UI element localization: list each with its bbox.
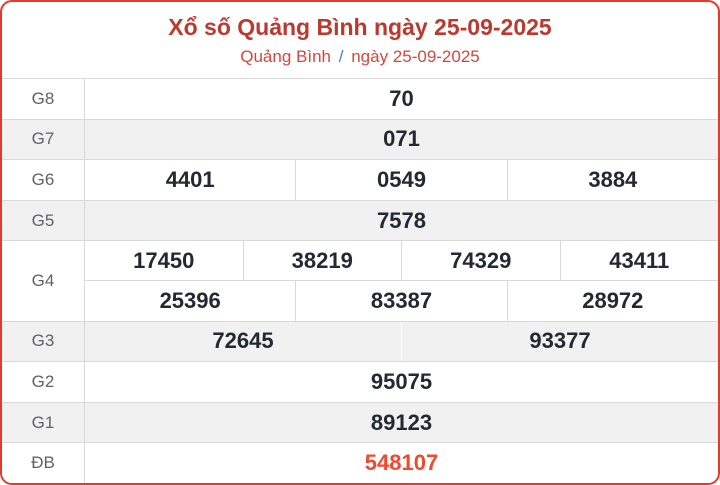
prize-row-g2: G2 95075 (2, 361, 718, 402)
prize-sub-row: 70 (85, 79, 718, 119)
prize-numbers-area: 7578 (85, 201, 718, 241)
prize-sub-row: 25396 83387 28972 (85, 280, 718, 321)
page-title: Xổ số Quảng Bình ngày 25-09-2025 (168, 14, 552, 41)
prize-label-g6: G6 (2, 160, 85, 200)
prize-sub-row: 7578 (85, 201, 718, 241)
prize-number-cell: 3884 (506, 160, 718, 200)
prize-label-g2: G2 (2, 362, 85, 402)
prize-sub-row: 17450 38219 74329 43411 (85, 241, 719, 281)
prize-number-cell: 43411 (559, 241, 719, 281)
prize-number-cell: 38219 (242, 241, 402, 281)
prize-sub-row: 548107 (85, 443, 718, 483)
prize-label-g4: G4 (2, 241, 85, 321)
prize-label-g7: G7 (2, 119, 85, 160)
prize-numbers-area: 4401 0549 3884 (85, 160, 718, 200)
prize-sub-row: 95075 (85, 362, 718, 402)
prize-row-g8: G8 70 (2, 79, 718, 119)
prize-numbers-area: 17450 38219 74329 43411 25396 83387 28972 (85, 241, 719, 321)
prize-number-cell: 17450 (133, 247, 195, 273)
prize-numbers-area: 72645 93377 (85, 321, 718, 362)
prize-number-cell: 0549 (295, 160, 506, 200)
prize-number-cell: 28972 (506, 281, 718, 321)
result-header: Xổ số Quảng Bình ngày 25-09-2025 Quảng B… (2, 2, 718, 79)
prize-numbers-area: 95075 (85, 362, 718, 402)
prize-number-cell: 95075 (370, 368, 433, 394)
prize-row-db: ĐB 548107 (2, 442, 718, 483)
prize-row-g4: G4 17450 38219 74329 43411 25396 83387 28972 (2, 240, 719, 321)
prize-number-cell: 74329 (401, 241, 560, 281)
breadcrumb-region-link[interactable]: Quảng Bình (240, 46, 331, 66)
prize-label-g5: G5 (2, 200, 85, 241)
prize-number-cell: 93377 (401, 321, 718, 362)
prize-number-cell: 83387 (295, 281, 506, 321)
prize-number-cell: 071 (383, 126, 420, 152)
prize-sub-row: 4401 0549 3884 (85, 160, 718, 200)
prize-number-cell: 7578 (377, 207, 426, 233)
prize-number-cell: 4401 (165, 166, 215, 192)
prize-row-g5: G5 7578 (2, 199, 718, 241)
prize-row-g7: G7 071 (2, 118, 718, 160)
prize-row-g3: G3 72645 93377 (2, 320, 718, 362)
breadcrumb-date-link[interactable]: ngày 25-09-2025 (351, 46, 480, 66)
prize-number-cell: 70 (389, 85, 414, 111)
prize-sub-row: 72645 93377 (85, 321, 718, 362)
prize-numbers-area: 70 (85, 79, 718, 119)
prize-label-db: ĐB (2, 443, 85, 483)
breadcrumb-separator: / (338, 46, 344, 66)
prize-row-g1: G1 89123 (2, 401, 718, 443)
prize-label-g8: G8 (2, 79, 85, 119)
prize-number-cell: 548107 (364, 450, 439, 476)
prize-sub-row: 071 (85, 120, 718, 160)
breadcrumb: Quảng Bình / ngày 25-09-2025 (240, 47, 480, 67)
prize-number-cell: 72645 (212, 328, 274, 354)
prize-numbers-area: 89123 (85, 403, 718, 443)
prize-label-g1: G1 (2, 402, 85, 443)
prize-numbers-area: 071 (85, 120, 718, 160)
results-table: G8 70 G7 071 G6 4401 0549 3884 G5 7578 G4 17450 3821… (2, 79, 718, 483)
prize-numbers-area: 548107 (85, 443, 718, 483)
prize-sub-row: 89123 (85, 403, 718, 443)
prize-label-g3: G3 (2, 321, 85, 362)
prize-number-cell: 25396 (159, 288, 221, 314)
prize-row-g6: G6 4401 0549 3884 (2, 159, 718, 200)
prize-number-cell: 89123 (370, 409, 433, 435)
